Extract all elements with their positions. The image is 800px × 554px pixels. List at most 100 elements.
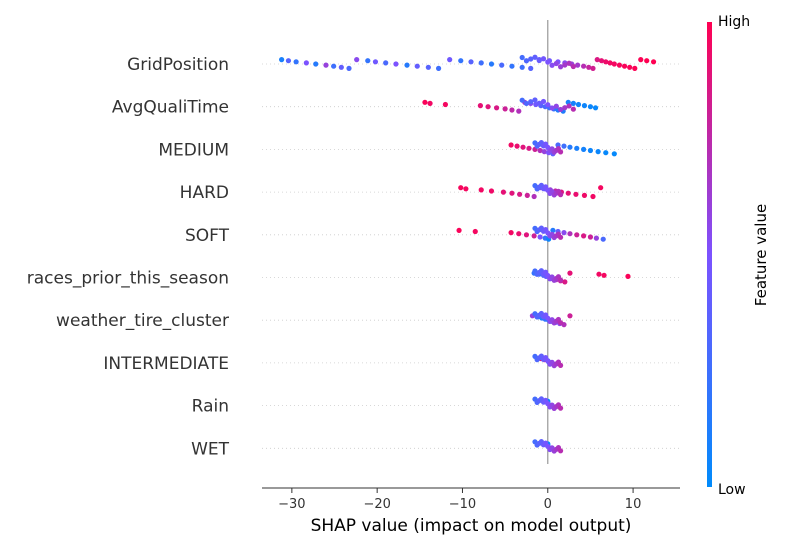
shap-point [537,234,543,240]
shap-point [372,59,379,65]
x-tick-label: −30 [278,497,305,512]
shap-point [540,56,547,62]
shap-point [477,103,483,109]
shap-point [279,57,285,63]
shap-point [581,63,587,69]
shap-point [557,405,564,411]
shap-point [594,57,600,63]
shap-point [516,231,522,237]
shap-point [565,190,571,196]
shap-point [540,98,547,105]
feature-label: HARD [180,183,229,203]
shap-point [557,448,564,454]
shap-point [549,105,555,111]
colorbar-high-label: High [718,14,750,30]
shap-point [338,64,344,70]
shap-point [285,58,292,64]
shap-point [625,273,631,279]
shap-point [550,227,556,233]
shap-point [557,277,564,283]
colorbar: High Low Feature value [707,14,770,498]
shap-point [331,63,337,69]
shap-point [435,65,442,71]
feature-label: Rain [192,397,229,417]
shap-point [303,60,309,66]
feature-label: AvgQualiTime [112,98,229,118]
shap-point [627,64,633,70]
shap-point [532,54,538,60]
shap-point [603,59,609,65]
shap-point [545,102,551,108]
x-tick-label: 10 [625,497,642,512]
shap-point [561,230,567,236]
shap-point [531,193,537,200]
shap-point [442,101,449,108]
shap-point [587,234,594,240]
feature-gridlines [262,63,680,449]
shap-point [603,150,609,156]
shap-point [508,142,514,148]
shap-point [562,105,568,111]
shap-point [425,64,431,70]
shap-point [323,62,329,68]
shap-point [562,279,568,285]
shap-point [638,57,644,63]
feature-label: weather_tire_cluster [56,311,229,331]
shap-point [644,58,650,64]
shap-point [575,62,581,68]
shap-point [516,108,522,114]
shap-point [536,100,542,106]
shap-point [567,313,573,319]
shap-point [508,230,514,236]
shap-point [393,61,399,67]
shap-point [570,100,576,106]
shap-point [590,193,596,200]
shap-point [581,103,588,109]
x-axis: −30 −20 −10 0 10 [262,487,680,512]
shap-point [573,191,579,197]
shap-point [458,58,464,64]
shap-point [478,187,484,193]
shap-point [557,192,564,198]
shap-point [499,62,505,68]
shap-point [488,188,495,194]
x-tick-label: −20 [363,497,390,512]
shap-point [365,58,371,64]
shap-point [293,59,299,65]
shap-point [519,64,525,70]
shap-point [523,232,530,238]
shap-point [404,62,410,68]
shap-point [493,105,500,111]
colorbar-low-label: Low [718,482,746,498]
feature-label: races_prior_this_season [27,269,229,289]
shap-point [549,62,555,68]
shap-point [537,147,543,154]
shap-point [557,149,564,155]
shap-point [528,99,534,105]
shap-point [545,59,551,65]
shap-point [557,362,564,368]
shap-point [509,107,515,113]
shap-point [427,100,433,106]
shap-point [519,54,525,61]
shap-point [557,234,564,240]
shap-point [383,60,389,66]
shap-point [593,235,600,241]
shap-point [557,106,564,113]
shap-point [557,64,564,70]
shap-point [488,61,495,67]
shap-point [346,65,352,71]
shap-point [570,63,576,70]
shap-point [650,59,657,65]
feature-label: SOFT [185,226,230,246]
shap-point [621,63,628,69]
shap-point [598,185,604,191]
shap-point [354,57,360,63]
x-axis-label: SHAP value (impact on model output) [311,516,632,536]
shap-point [517,191,523,197]
shap-point [611,61,617,67]
shap-point [566,60,572,66]
shap-point [509,63,515,69]
